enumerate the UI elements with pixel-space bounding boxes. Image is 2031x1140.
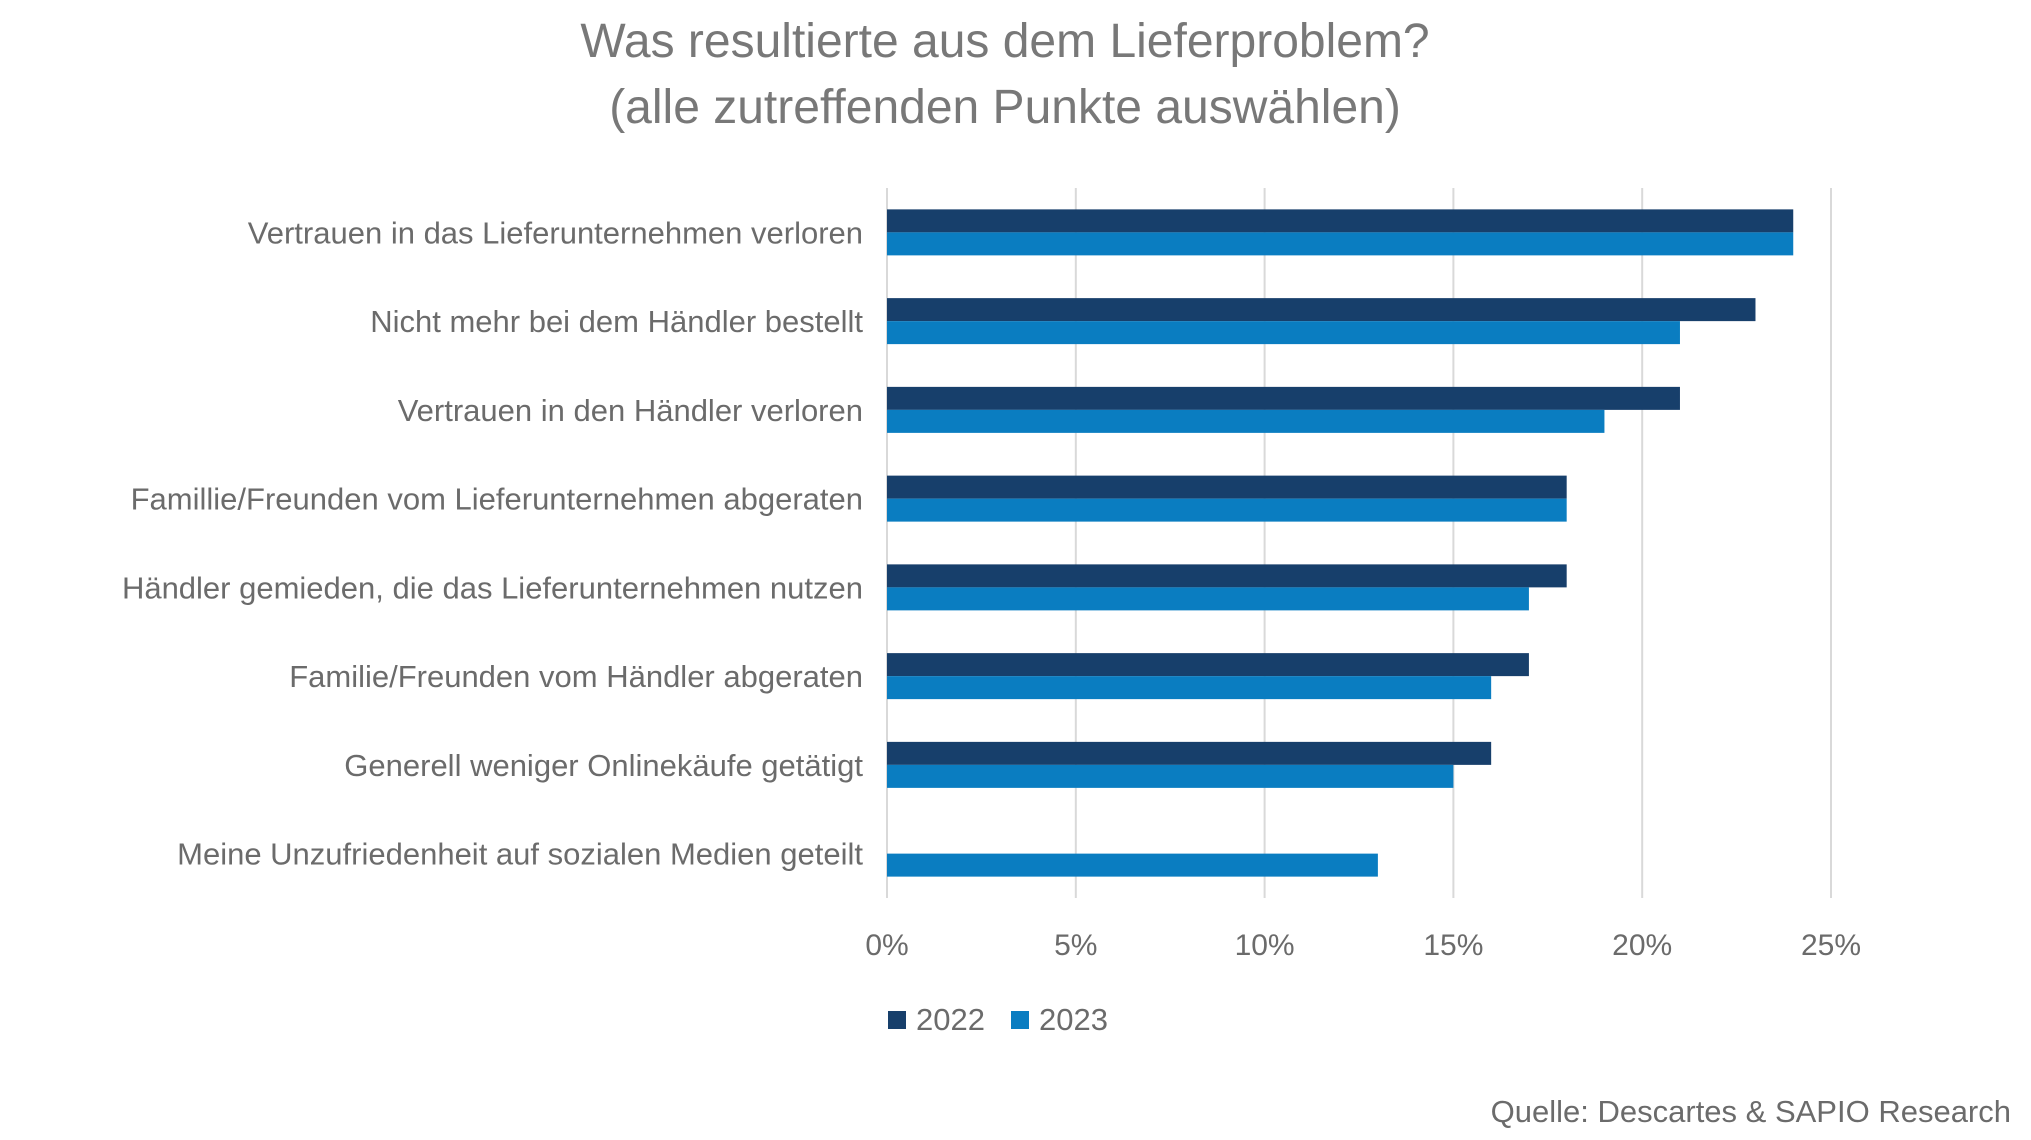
bar-2023 xyxy=(887,764,1454,788)
category-label: Vertrauen in den Händler verloren xyxy=(398,393,863,428)
category-label: Vertrauen in das Lieferunternehmen verlo… xyxy=(248,215,863,250)
category-label: Händler gemieden, die das Lieferunterneh… xyxy=(122,570,863,605)
legend-label-2022: 2022 xyxy=(916,1002,985,1037)
bar-2022 xyxy=(887,386,1680,410)
x-tick-label: 10% xyxy=(1235,929,1295,962)
bar-2022 xyxy=(887,653,1529,677)
legend-swatch-2023 xyxy=(1010,1011,1029,1029)
chart-legend: 2022 2023 xyxy=(888,1002,1134,1038)
category-label: Nicht mehr bei dem Händler bestellt xyxy=(370,304,863,339)
legend-label-2023: 2023 xyxy=(1038,1002,1108,1037)
category-label: Familie/Freunden vom Händler abgeraten xyxy=(289,659,863,694)
bar-2023 xyxy=(887,409,1605,433)
bar-2022 xyxy=(887,564,1567,588)
bar-2023 xyxy=(887,587,1529,611)
source-note: Quelle: Descartes & SAPIO Research xyxy=(1490,1094,2011,1129)
bar-2023 xyxy=(887,853,1378,877)
bar-2023 xyxy=(887,232,1794,256)
x-tick-label: 20% xyxy=(1612,929,1672,962)
legend-item-2023: 2023 xyxy=(1010,1002,1108,1038)
bar-2022 xyxy=(887,298,1756,322)
bar-2023 xyxy=(887,321,1680,345)
chart-subtitle: (alle zutreffenden Punkte auswählen) xyxy=(609,81,1401,134)
x-tick-label: 15% xyxy=(1423,929,1483,962)
bar-2022 xyxy=(887,475,1567,499)
bar-chart: 0% 5% 10% 15% 20% 25% Vertrauen in das Lieferu… xyxy=(122,188,1861,962)
category-label: Famillie/Freunden vom Lieferunternehmen … xyxy=(131,482,863,517)
bar-2022 xyxy=(887,209,1794,233)
x-tick-label: 0% xyxy=(865,929,908,962)
category-label: Generell weniger Onlinekäufe getätigt xyxy=(344,748,863,783)
bar-2022 xyxy=(887,741,1492,765)
category-label: Meine Unzufriedenheit auf sozialen Medie… xyxy=(177,837,863,872)
x-tick-label: 5% xyxy=(1054,929,1097,962)
legend-swatch-2022 xyxy=(888,1011,906,1029)
legend-item-2022: 2022 xyxy=(888,1002,985,1038)
bar-2023 xyxy=(887,676,1492,700)
bar-2023 xyxy=(887,498,1567,522)
x-tick-label: 25% xyxy=(1801,929,1861,962)
chart-title: Was resultierte aus dem Lieferproblem? xyxy=(580,15,1430,68)
